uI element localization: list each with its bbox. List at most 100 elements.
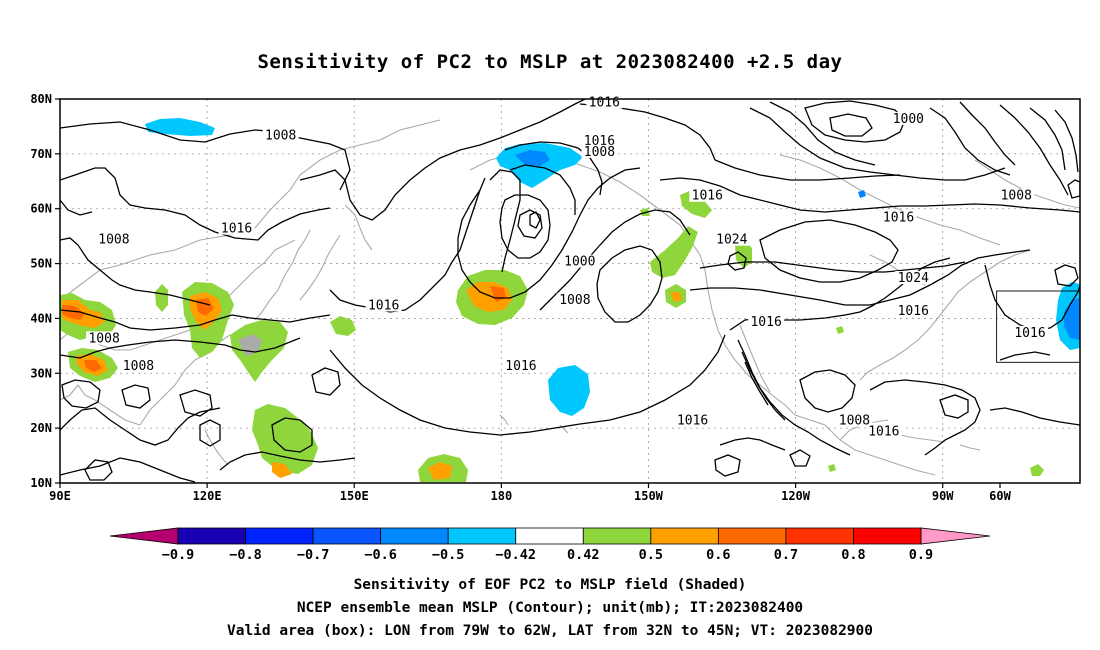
colorbar-swatch (177, 527, 246, 545)
colorbar-label: −0.42 (495, 547, 536, 563)
contour-label-bg (674, 413, 711, 427)
colorbar-swatch (312, 527, 382, 545)
lat-tick-label: 70N (30, 147, 52, 161)
lon-tick-label: 120W (781, 489, 811, 503)
contour-label: 1016 (589, 95, 620, 110)
contour-label: 1016 (750, 315, 781, 330)
latitude-axis: 80N 70N 60N 50N 40N 30N 20N 10N (30, 92, 60, 490)
contour-label-bg (365, 298, 402, 312)
contour-label-bg (502, 358, 539, 372)
colorbar-swatch (853, 527, 922, 545)
contour-label-bg (836, 413, 873, 427)
contour-label-bg (880, 210, 917, 224)
footer-line-2: NCEP ensemble mean MSLP (Contour); unit(… (297, 600, 803, 616)
contour-label: 1008 (1001, 189, 1032, 204)
contour-label-bg (95, 232, 132, 246)
colorbar-label: 0.7 (774, 547, 798, 563)
colorbar-swatch (717, 527, 787, 545)
contour-label: 1016 (505, 359, 536, 374)
contour-label: 1000 (893, 112, 924, 127)
contour-label-bg (581, 144, 618, 158)
footer-line-3: Valid area (box): LON from 79W to 62W, L… (227, 623, 873, 639)
contour-label: 1016 (868, 425, 899, 440)
colorbar-label: −0.7 (297, 547, 330, 563)
lon-tick-label: 120E (193, 489, 222, 503)
colorbar-label: 0.42 (567, 547, 600, 563)
lon-tick-label: 180 (491, 489, 513, 503)
colorbar-swatch (785, 527, 854, 545)
footer-line-1: Sensitivity of EOF PC2 to MSLP field (Sh… (354, 577, 747, 593)
lon-tick-label: 60W (989, 489, 1011, 503)
lon-tick-label: 150E (340, 489, 369, 503)
contour-label-bg (895, 271, 932, 285)
contour-label-bg (561, 254, 598, 268)
negative-patch (858, 190, 866, 198)
colorbar-swatch (650, 527, 719, 545)
contour-label: 1008 (839, 414, 870, 429)
contour-label-bg (218, 221, 255, 235)
positive-patch (665, 284, 686, 308)
contour-label: 1016 (677, 414, 708, 429)
map-frame (59, 98, 1081, 484)
negative-patch (548, 365, 590, 416)
mslp-contours (60, 99, 1080, 483)
contour-label: 1008 (88, 331, 119, 346)
colorbar-swatch (245, 527, 314, 545)
chart-title: Sensitivity of PC2 to MSLP at 2023082400… (257, 51, 842, 73)
positive-patch (1030, 464, 1044, 476)
contour-label-bg (895, 303, 932, 317)
colorbar-swatch (582, 527, 652, 545)
contour-label: 1016 (1014, 326, 1045, 341)
colorbar-high-triangle (920, 527, 991, 545)
lon-tick-label: 150W (634, 489, 664, 503)
colorbar-label: 0.5 (639, 547, 663, 563)
positive-patch (252, 404, 318, 478)
lat-tick-label: 30N (30, 366, 52, 380)
colorbar-label: 0.9 (909, 547, 933, 563)
contour-label-bg (581, 133, 618, 147)
colorbar: −0.9 −0.8 −0.7 −0.6 −0.5 −0.42 0.42 0.5 0.6 0.7 0.… (109, 527, 991, 563)
contour-label-bg (1012, 325, 1048, 339)
colorbar-swatch (447, 527, 517, 545)
contour-label-bg (86, 331, 123, 345)
positive-patch (680, 190, 712, 218)
contour-label: 1008 (123, 359, 154, 374)
longitude-axis: 90E 120E 150E 180 150W 120W 90W 60W (49, 483, 1012, 503)
lon-tick-label: 90E (49, 489, 71, 503)
contour-label-bg (120, 358, 157, 372)
lat-tick-label: 20N (30, 421, 52, 435)
contour-label: 1008 (98, 233, 129, 248)
contour-label: 1008 (559, 293, 590, 308)
contour-label: 1008 (265, 128, 296, 143)
contour-label-bg (556, 292, 593, 306)
colorbar-label: −0.6 (364, 547, 397, 563)
contour-label: 1000 (564, 255, 595, 270)
positive-patch (735, 240, 752, 268)
contour-label: 1024 (898, 271, 929, 286)
lat-tick-label: 60N (30, 202, 52, 216)
contour-label-bg (998, 188, 1035, 202)
negative-patch (1056, 282, 1080, 350)
colorbar-label: −0.9 (162, 547, 195, 563)
contour-label: 1024 (716, 233, 747, 248)
contour-label: 1016 (883, 211, 914, 226)
positive-patch (60, 293, 116, 340)
colorbar-label: −0.5 (432, 547, 465, 563)
positive-patch (330, 316, 356, 336)
contour-label: 1016 (898, 304, 929, 319)
colorbar-label: 0.6 (706, 547, 730, 563)
contour-label-bg (865, 424, 902, 438)
positive-patch (68, 348, 118, 382)
colorbar-label: −0.8 (229, 547, 262, 563)
colorbar-low-triangle (109, 527, 179, 545)
lat-tick-label: 40N (30, 311, 52, 325)
contour-label-bg (713, 232, 750, 246)
lat-tick-label: 50N (30, 257, 52, 271)
contour-label: 1008 (584, 145, 615, 160)
positive-patch (418, 454, 468, 482)
negative-patch (145, 118, 215, 136)
contour-label-bg (262, 128, 299, 142)
positive-patch (155, 284, 168, 312)
